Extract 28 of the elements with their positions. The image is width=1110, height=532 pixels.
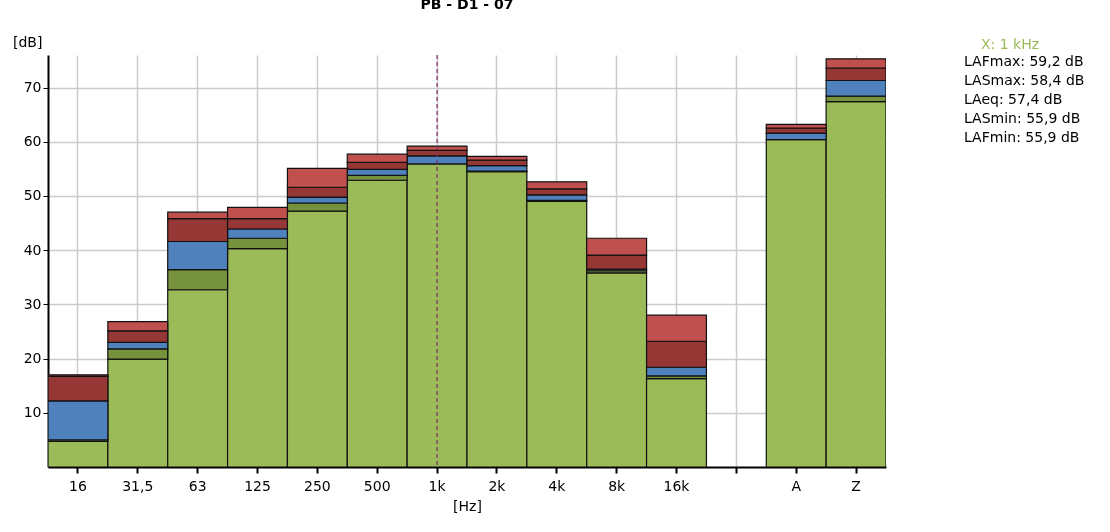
y-tick-label: 10 bbox=[23, 404, 42, 421]
x-tick-label: 31,5 bbox=[122, 477, 154, 494]
x-tick-label: 2k bbox=[488, 477, 507, 494]
x-axis-title: [Hz] bbox=[453, 497, 482, 514]
y-tick-label: 20 bbox=[23, 350, 42, 367]
text: LAFmax: 59,2 dB bbox=[964, 53, 1084, 69]
y-tick-label: 60 bbox=[23, 133, 42, 150]
y-tick-label: 70 bbox=[23, 79, 42, 96]
text: LAeq: 57,4 dB bbox=[964, 91, 1063, 107]
text: LASmax: 58,4 dB bbox=[964, 72, 1085, 88]
x-tick-label: Z bbox=[851, 477, 861, 494]
text: X: 1 kHz bbox=[981, 36, 1040, 52]
y-tick-label: 30 bbox=[23, 295, 42, 312]
text: LASmin: 55,9 dB bbox=[964, 110, 1081, 126]
y-axis-title: [dB] bbox=[13, 34, 43, 50]
x-tick-label: 125 bbox=[244, 477, 271, 494]
y-tick-label: 40 bbox=[23, 241, 42, 258]
x-tick-label: 8k bbox=[608, 477, 627, 494]
x-tick-label: 63 bbox=[188, 477, 207, 494]
x-tick-label: 16 bbox=[69, 477, 87, 494]
x-tick-label: 1k bbox=[428, 477, 447, 494]
x-tick-label: 16k bbox=[663, 477, 691, 494]
x-tick-label: A bbox=[791, 477, 802, 494]
x-tick-label: 4k bbox=[548, 477, 567, 494]
x-tick-label: 500 bbox=[363, 477, 391, 494]
x-tick-label: 250 bbox=[303, 477, 331, 494]
y-tick-label: 50 bbox=[23, 187, 42, 204]
text: LAFmin: 55,9 dB bbox=[964, 129, 1080, 145]
